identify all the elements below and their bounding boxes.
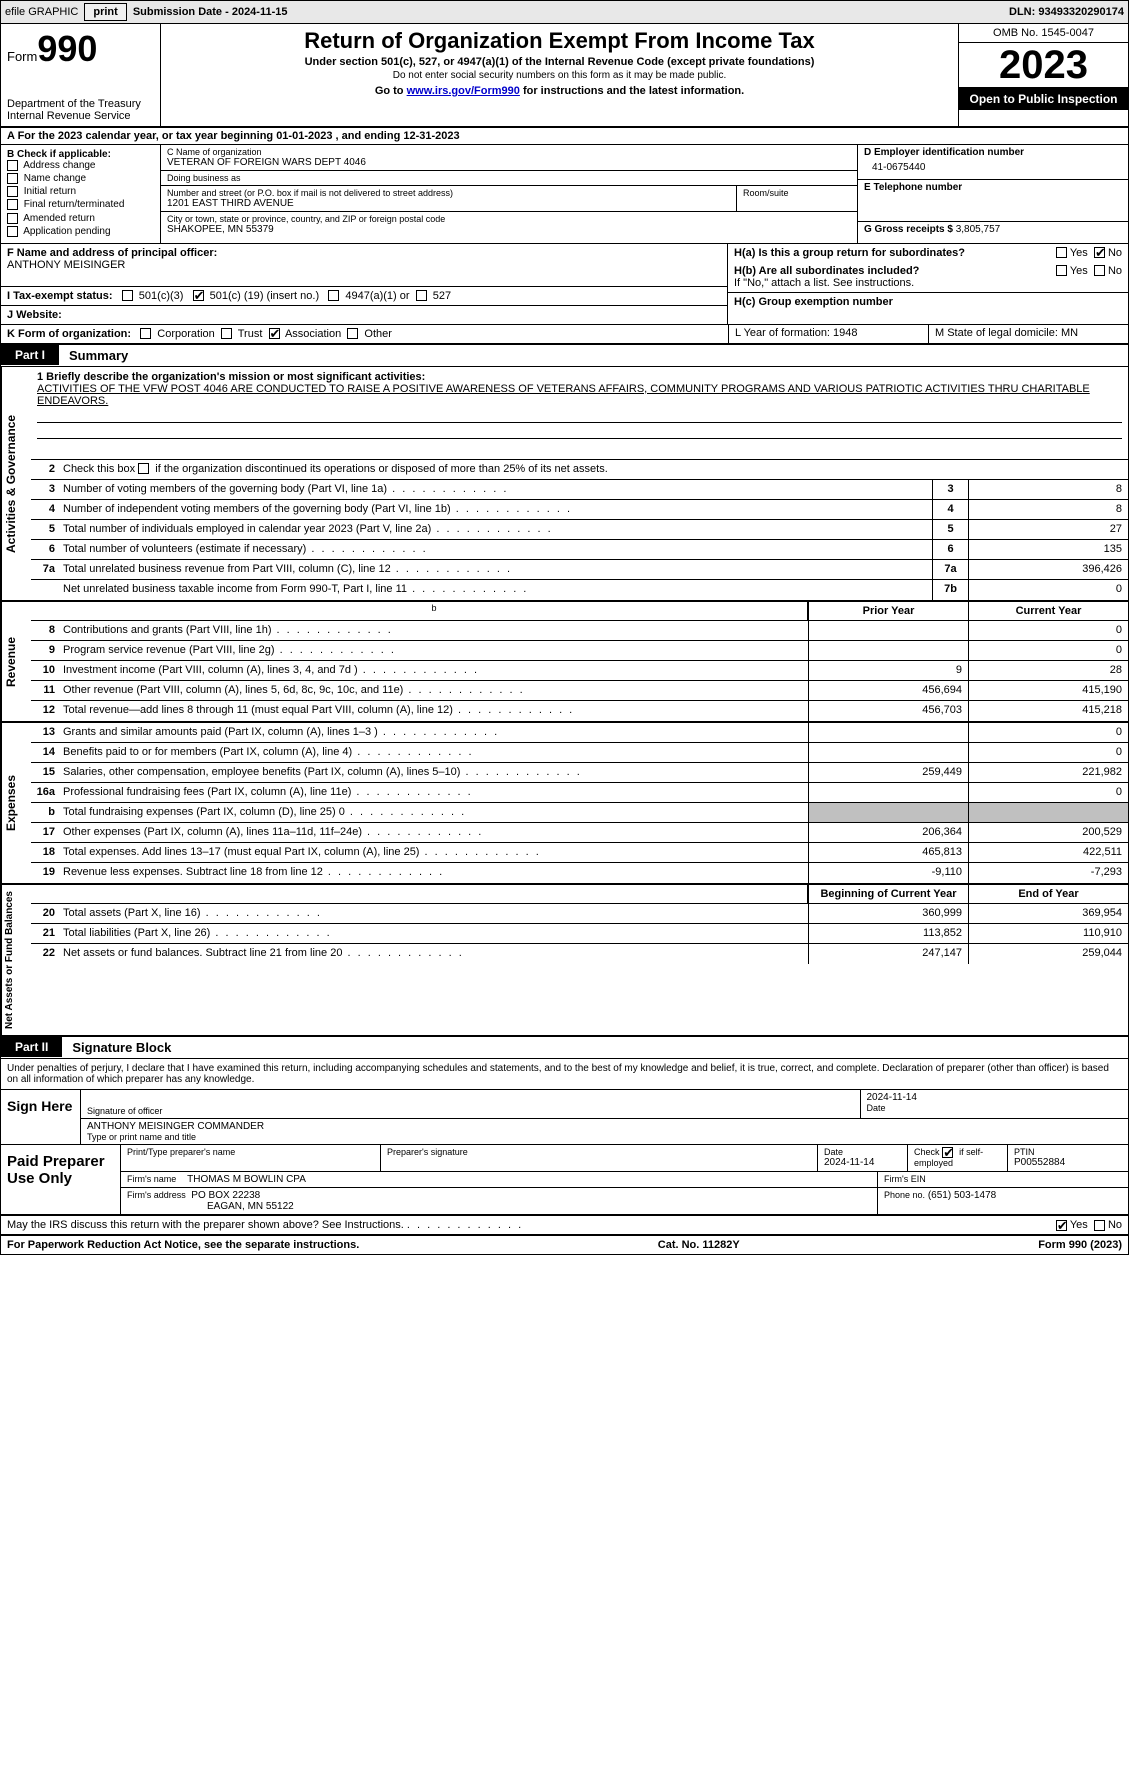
form-number: Form990 — [7, 28, 154, 70]
part-i-header: Part I Summary — [1, 345, 1128, 367]
org-name: VETERAN OF FOREIGN WARS DEPT 4046 — [167, 157, 851, 168]
submission-date: Submission Date - 2024-11-15 — [133, 6, 288, 18]
efile-label: efile GRAPHIC — [5, 6, 78, 18]
summary-row: 8Contributions and grants (Part VIII, li… — [31, 621, 1128, 641]
firm-name: THOMAS M BOWLIN CPA — [187, 1174, 306, 1185]
signature-intro: Under penalties of perjury, I declare th… — [1, 1059, 1128, 1090]
checkbox-corporation[interactable] — [140, 328, 151, 339]
checkbox-trust[interactable] — [221, 328, 232, 339]
sign-date: 2024-11-14 — [867, 1092, 1123, 1103]
part-ii-header: Part II Signature Block — [1, 1037, 1128, 1059]
summary-row: 4Number of independent voting members of… — [31, 500, 1128, 520]
checkbox-4947[interactable] — [328, 290, 339, 301]
checkbox-address-change[interactable] — [7, 160, 18, 171]
hb-yes[interactable] — [1056, 265, 1067, 276]
gross-receipts: 3,805,757 — [956, 224, 1001, 235]
preparer-phone: (651) 503-1478 — [928, 1190, 996, 1201]
sign-here-block: Sign Here Signature of officer 2024-11-1… — [1, 1090, 1128, 1145]
net-assets-section: Net Assets or Fund Balances Beginning of… — [1, 885, 1128, 1037]
year-formation: L Year of formation: 1948 — [729, 325, 929, 343]
dln: DLN: 93493320290174 — [1009, 6, 1124, 18]
topbar: efile GRAPHIC print Submission Date - 20… — [1, 1, 1128, 24]
summary-row: 18Total expenses. Add lines 13–17 (must … — [31, 843, 1128, 863]
hb-no[interactable] — [1094, 265, 1105, 276]
form-header: Form990 Department of the Treasury Inter… — [1, 24, 1128, 128]
ha-no[interactable] — [1094, 247, 1105, 258]
summary-row: 7aTotal unrelated business revenue from … — [31, 560, 1128, 580]
col-c: C Name of organization VETERAN OF FOREIG… — [161, 145, 858, 243]
checkbox-discontinued[interactable] — [138, 463, 149, 474]
checkbox-amended-return[interactable] — [7, 213, 18, 224]
row-a-tax-year: A For the 2023 calendar year, or tax yea… — [1, 128, 1128, 145]
section-fhij: F Name and address of principal officer:… — [1, 244, 1128, 325]
col-d: D Employer identification number 41-0675… — [858, 145, 1128, 243]
summary-row: 22Net assets or fund balances. Subtract … — [31, 944, 1128, 964]
checkbox-application-pending[interactable] — [7, 226, 18, 237]
checkbox-527[interactable] — [416, 290, 427, 301]
city-state-zip: SHAKOPEE, MN 55379 — [167, 224, 851, 235]
checkbox-self-employed[interactable] — [942, 1147, 953, 1158]
summary-row: 17Other expenses (Part IX, column (A), l… — [31, 823, 1128, 843]
ein: 41-0675440 — [864, 158, 1122, 177]
dept-treasury: Department of the Treasury Internal Reve… — [7, 98, 154, 122]
checkbox-other[interactable] — [347, 328, 358, 339]
checkbox-association[interactable] — [269, 328, 280, 339]
subtitle-2: Do not enter social security numbers on … — [167, 70, 952, 81]
firm-address-1: PO BOX 22238 — [191, 1190, 260, 1201]
paid-preparer-block: Paid Preparer Use Only Print/Type prepar… — [1, 1145, 1128, 1216]
irs-link[interactable]: www.irs.gov/Form990 — [407, 85, 520, 97]
section-bcd: B Check if applicable: Address change Na… — [1, 145, 1128, 244]
activities-governance: Activities & Governance 1 Briefly descri… — [1, 367, 1128, 602]
ptin: P00552884 — [1014, 1157, 1122, 1168]
summary-row: 19Revenue less expenses. Subtract line 1… — [31, 863, 1128, 883]
form-990-page: efile GRAPHIC print Submission Date - 20… — [0, 0, 1129, 1255]
checkbox-initial-return[interactable] — [7, 186, 18, 197]
checkbox-final-return-terminated[interactable] — [7, 199, 18, 210]
discuss-no[interactable] — [1094, 1220, 1105, 1231]
subtitle-3: Go to www.irs.gov/Form990 for instructio… — [167, 85, 952, 97]
expenses-section: Expenses 13Grants and similar amounts pa… — [1, 723, 1128, 885]
summary-row: 5Total number of individuals employed in… — [31, 520, 1128, 540]
summary-row: 14Benefits paid to or for members (Part … — [31, 743, 1128, 763]
officer-name: ANTHONY MEISINGER COMMANDER — [87, 1121, 1122, 1132]
checkbox-name-change[interactable] — [7, 173, 18, 184]
summary-row: 10Investment income (Part VIII, column (… — [31, 661, 1128, 681]
tax-year: 2023 — [959, 43, 1128, 87]
form-title: Return of Organization Exempt From Incom… — [167, 28, 952, 54]
ha-yes[interactable] — [1056, 247, 1067, 258]
summary-row: 6Total number of volunteers (estimate if… — [31, 540, 1128, 560]
open-to-public: Open to Public Inspection — [959, 87, 1128, 110]
summary-row: 9Program service revenue (Part VIII, lin… — [31, 641, 1128, 661]
footer: For Paperwork Reduction Act Notice, see … — [1, 1235, 1128, 1254]
summary-row: bTotal fundraising expenses (Part IX, co… — [31, 803, 1128, 823]
discuss-row: May the IRS discuss this return with the… — [1, 1216, 1128, 1235]
summary-row: 13Grants and similar amounts paid (Part … — [31, 723, 1128, 743]
summary-row: Net unrelated business taxable income fr… — [31, 580, 1128, 600]
omb-number: OMB No. 1545-0047 — [959, 24, 1128, 43]
checkbox-501c3[interactable] — [122, 290, 133, 301]
checkbox-501c[interactable] — [193, 290, 204, 301]
summary-row: 20Total assets (Part X, line 16)360,9993… — [31, 904, 1128, 924]
discuss-yes[interactable] — [1056, 1220, 1067, 1231]
subtitle-1: Under section 501(c), 527, or 4947(a)(1)… — [167, 56, 952, 68]
principal-officer: ANTHONY MEISINGER — [7, 259, 125, 271]
summary-row: 11Other revenue (Part VIII, column (A), … — [31, 681, 1128, 701]
state-domicile: M State of legal domicile: MN — [929, 325, 1128, 343]
print-button[interactable]: print — [84, 3, 126, 21]
street-address: 1201 EAST THIRD AVENUE — [167, 198, 730, 209]
mission-text: ACTIVITIES OF THE VFW POST 4046 ARE COND… — [37, 383, 1122, 407]
col-b-checkboxes: B Check if applicable: Address change Na… — [1, 145, 161, 243]
summary-row: 15Salaries, other compensation, employee… — [31, 763, 1128, 783]
summary-row: 16aProfessional fundraising fees (Part I… — [31, 783, 1128, 803]
summary-row: 21Total liabilities (Part X, line 26)113… — [31, 924, 1128, 944]
summary-row: 3Number of voting members of the governi… — [31, 480, 1128, 500]
revenue-section: Revenue b Prior Year Current Year 8Contr… — [1, 602, 1128, 723]
summary-row: 12Total revenue—add lines 8 through 11 (… — [31, 701, 1128, 721]
firm-address-2: EAGAN, MN 55122 — [127, 1201, 871, 1212]
